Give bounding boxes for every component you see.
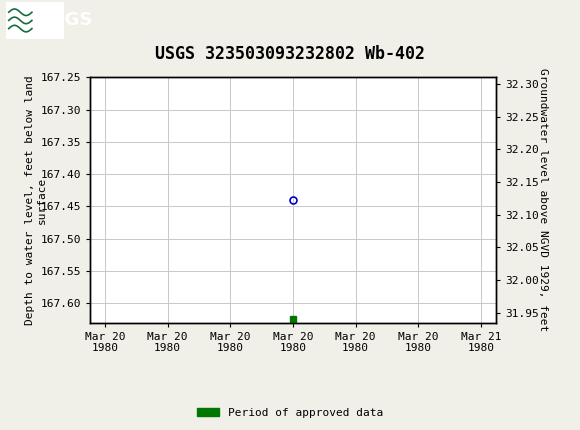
- Text: USGS 323503093232802 Wb-402: USGS 323503093232802 Wb-402: [155, 45, 425, 63]
- Y-axis label: Depth to water level, feet below land
surface: Depth to water level, feet below land su…: [26, 75, 47, 325]
- Legend: Period of approved data: Period of approved data: [193, 403, 387, 422]
- Text: USGS: USGS: [38, 12, 93, 29]
- Y-axis label: Groundwater level above NGVD 1929, feet: Groundwater level above NGVD 1929, feet: [538, 68, 548, 332]
